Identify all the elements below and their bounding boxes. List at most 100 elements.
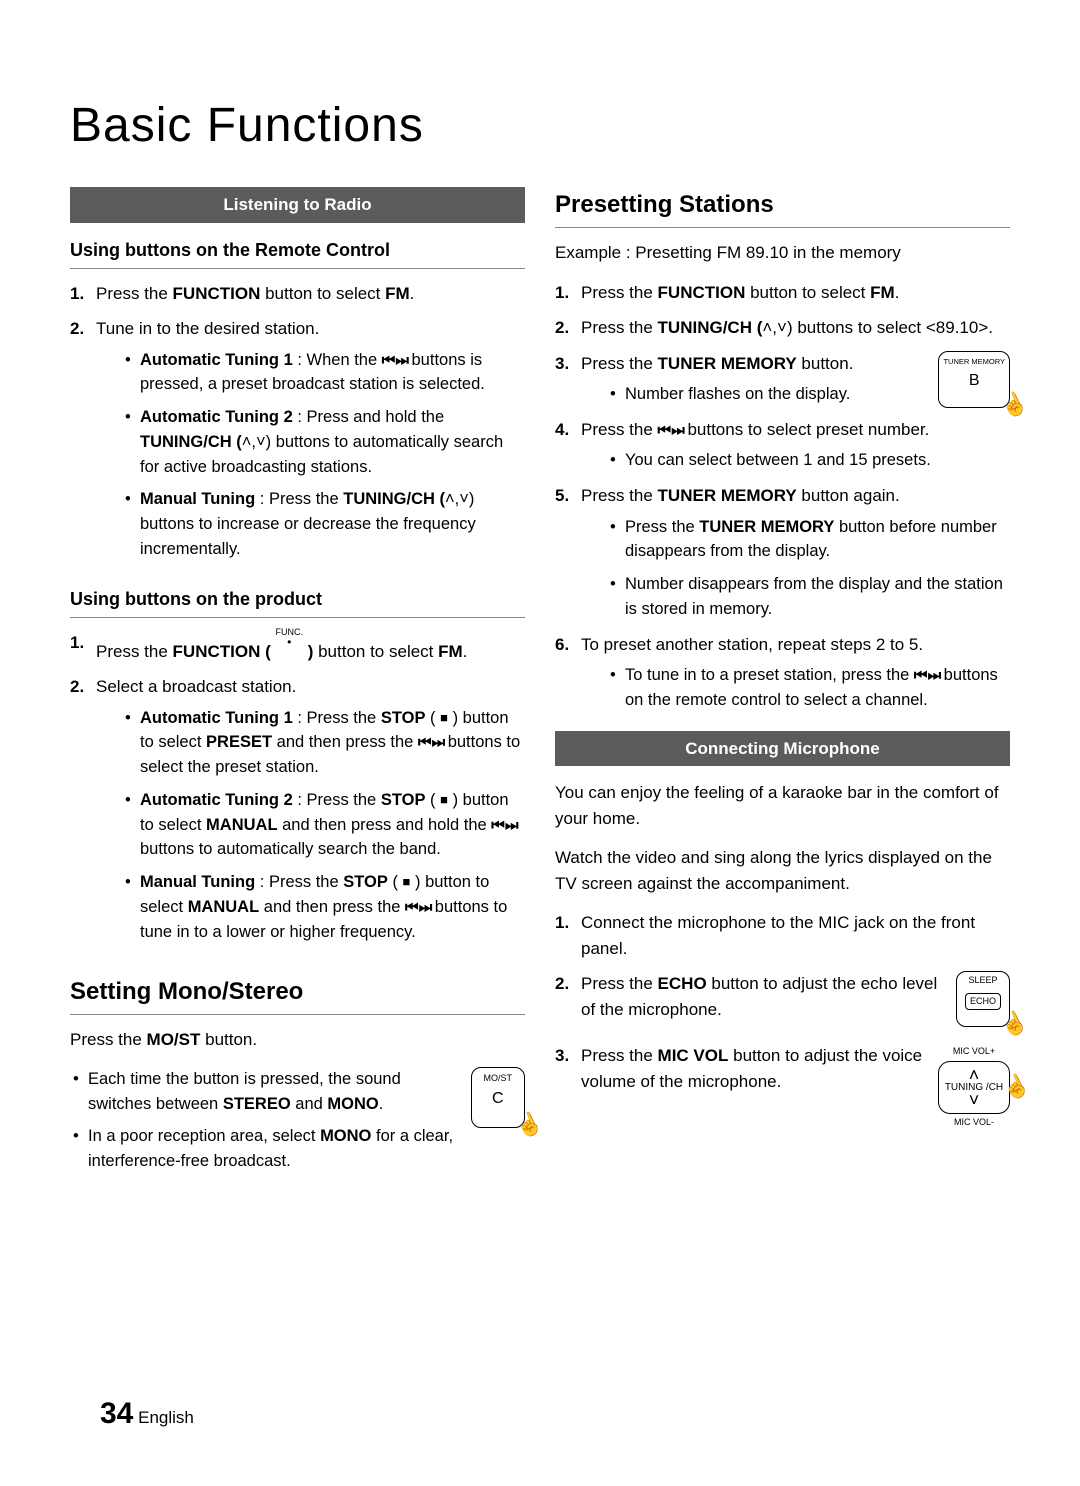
bullet: Press the TUNER MEMORY button before num… bbox=[607, 515, 1010, 565]
banner-listening-radio: Listening to Radio bbox=[70, 187, 525, 223]
text: FM bbox=[438, 642, 463, 661]
text: button to select bbox=[313, 642, 438, 661]
step: Press the TUNER MEMORY button again. Pre… bbox=[555, 483, 1010, 622]
right-column: Presetting Stations Example : Presetting… bbox=[555, 187, 1010, 1182]
text: Press the bbox=[96, 284, 173, 303]
mono-stereo-section: Setting Mono/Stereo Press the MO/ST butt… bbox=[70, 974, 525, 1174]
bullets: Automatic Tuning 1 : Press the STOP ( ■ … bbox=[122, 706, 525, 945]
subhead-product: Using buttons on the product bbox=[70, 586, 525, 618]
text: Automatic Tuning 2 bbox=[140, 408, 293, 426]
text: STOP bbox=[381, 709, 426, 727]
text: : When the bbox=[293, 351, 382, 369]
text: ˄,˅ bbox=[445, 490, 469, 508]
button-label: MIC VOL+ bbox=[938, 1045, 1010, 1059]
bullets: To tune in to a preset station, press th… bbox=[607, 663, 1010, 713]
skip-icon: ⏮ ⏭ bbox=[382, 352, 407, 369]
text: : Press the bbox=[255, 873, 343, 891]
text: Manual Tuning bbox=[140, 873, 255, 891]
text: Automatic Tuning 1 bbox=[140, 709, 293, 727]
skip-icon: ⏮ ⏭ bbox=[491, 817, 516, 834]
step: Press the FUNCTION button to select FM. bbox=[70, 281, 525, 307]
echo-button-graphic: SLEEP ECHO ☝ bbox=[956, 971, 1010, 1027]
page-lang: English bbox=[138, 1408, 194, 1427]
skip-icon: ⏮ ⏭ bbox=[658, 422, 683, 439]
bullet: Each time the button is pressed, the sou… bbox=[70, 1067, 525, 1117]
text: FM bbox=[385, 284, 410, 303]
subhead-remote: Using buttons on the Remote Control bbox=[70, 237, 525, 269]
step: To preset another station, repeat steps … bbox=[555, 632, 1010, 713]
button-label: SLEEP bbox=[965, 974, 1001, 988]
bullets: Each time the button is pressed, the sou… bbox=[70, 1067, 525, 1174]
text: . bbox=[410, 284, 415, 303]
hand-icon: ☝ bbox=[994, 1003, 1033, 1044]
bullet: Manual Tuning : Press the TUNING/CH (˄,˅… bbox=[122, 487, 525, 561]
text: : Press the bbox=[293, 791, 381, 809]
text: ( bbox=[425, 709, 440, 727]
button-label: ECHO bbox=[965, 993, 1001, 1011]
text: MANUAL bbox=[206, 816, 278, 834]
text: TUNING/CH ( bbox=[343, 490, 445, 508]
text: Automatic Tuning 2 bbox=[140, 791, 293, 809]
step: Tune in to the desired station. Automati… bbox=[70, 316, 525, 562]
text: STOP bbox=[343, 873, 388, 891]
skip-icon: ⏮ ⏭ bbox=[418, 734, 443, 751]
text: Press the bbox=[96, 642, 173, 661]
stop-icon: ■ bbox=[440, 710, 448, 725]
step: SLEEP ECHO ☝ Press the ECHO button to ad… bbox=[555, 971, 1010, 1027]
text: MANUAL bbox=[188, 898, 260, 916]
section-title-mono: Setting Mono/Stereo bbox=[70, 974, 525, 1015]
bullet: Number flashes on the display. bbox=[607, 382, 1010, 407]
step: Select a broadcast station. Automatic Tu… bbox=[70, 674, 525, 944]
text: Select a broadcast station. bbox=[96, 677, 296, 696]
text: buttons to automatically search the band… bbox=[140, 840, 441, 858]
bullet: To tune in to a preset station, press th… bbox=[607, 663, 1010, 713]
text: TUNING/CH ( bbox=[140, 433, 242, 451]
text: PRESET bbox=[206, 733, 272, 751]
page-footer: 34 English bbox=[100, 1391, 194, 1436]
text: : Press and hold the bbox=[293, 408, 444, 426]
text: . bbox=[463, 642, 468, 661]
page-number: 34 bbox=[100, 1397, 133, 1430]
steps-remote: Press the FUNCTION button to select FM. … bbox=[70, 281, 525, 562]
text: and then press the bbox=[272, 733, 418, 751]
text: ( bbox=[388, 873, 403, 891]
bullet: Manual Tuning : Press the STOP ( ■ ) but… bbox=[122, 870, 525, 944]
text: ) bbox=[303, 642, 313, 661]
banner-microphone: Connecting Microphone bbox=[555, 731, 1010, 767]
text: Automatic Tuning 1 bbox=[140, 351, 293, 369]
stop-icon: ■ bbox=[440, 792, 448, 807]
button-label: TUNER MEMORY bbox=[943, 356, 1005, 367]
step: Press the ⏮ ⏭ buttons to select preset n… bbox=[555, 417, 1010, 473]
text: Tune in to the desired station. bbox=[96, 319, 319, 338]
chevron-down-icon: ˅ bbox=[939, 1093, 1009, 1107]
bullet: Number disappears from the display and t… bbox=[607, 572, 1010, 622]
text: : Press the bbox=[255, 490, 343, 508]
bullets: Automatic Tuning 1 : When the ⏮ ⏭ button… bbox=[122, 348, 525, 562]
steps-preset: Press the FUNCTION button to select FM. … bbox=[555, 280, 1010, 713]
text: Watch the video and sing along the lyric… bbox=[555, 845, 1010, 896]
text: Manual Tuning bbox=[140, 490, 255, 508]
text: button to select bbox=[260, 284, 385, 303]
skip-icon: ⏮ ⏭ bbox=[405, 899, 430, 916]
text: You can enjoy the feeling of a karaoke b… bbox=[555, 780, 1010, 831]
text: : Press the bbox=[293, 709, 381, 727]
text: and then press the bbox=[259, 898, 405, 916]
page-title: Basic Functions bbox=[70, 90, 1010, 162]
section-title-preset: Presetting Stations bbox=[555, 187, 1010, 228]
content-columns: Listening to Radio Using buttons on the … bbox=[70, 187, 1010, 1182]
example-text: Example : Presetting FM 89.10 in the mem… bbox=[555, 240, 1010, 266]
bullet: Automatic Tuning 1 : Press the STOP ( ■ … bbox=[122, 706, 525, 780]
button-label: MIC VOL- bbox=[938, 1116, 1010, 1130]
steps-mic: Connect the microphone to the MIC jack o… bbox=[555, 910, 1010, 1094]
bullet: In a poor reception area, select MONO fo… bbox=[70, 1124, 525, 1174]
step: Press the TUNING/CH (˄,˅) buttons to sel… bbox=[555, 315, 1010, 341]
step: Press the FUNCTION ( FUNC.• ) button to … bbox=[70, 630, 525, 665]
step: MIC VOL+ ˄ TUNING /CH ˅ ☝ MIC VOL- Press… bbox=[555, 1043, 1010, 1094]
step: Connect the microphone to the MIC jack o… bbox=[555, 910, 1010, 961]
step: TUNER MEMORY B ☝ Press the TUNER MEMORY … bbox=[555, 351, 1010, 407]
func-icon: FUNC.• bbox=[275, 626, 303, 646]
text: ( bbox=[425, 791, 440, 809]
text: FUNCTION bbox=[173, 284, 261, 303]
bullet: Automatic Tuning 1 : When the ⏮ ⏭ button… bbox=[122, 348, 525, 398]
bullet: Automatic Tuning 2 : Press and hold the … bbox=[122, 405, 525, 479]
